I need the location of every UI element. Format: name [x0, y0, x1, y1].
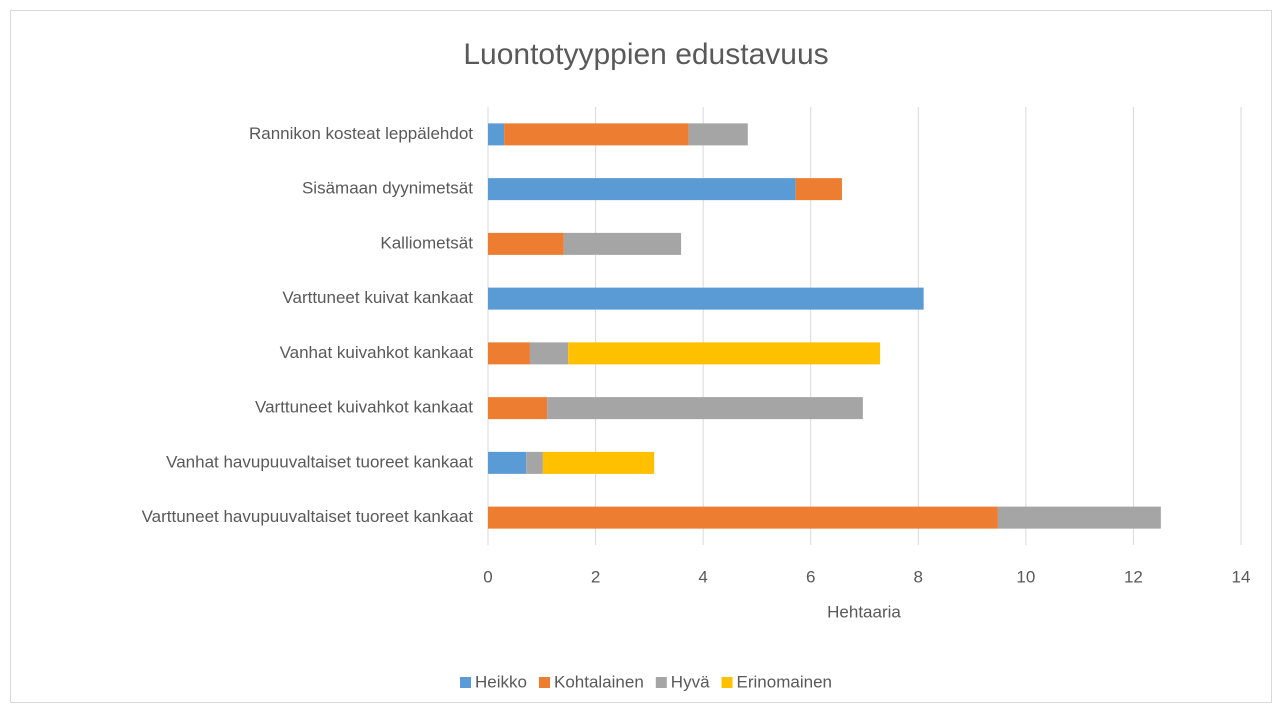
legend-swatch — [460, 677, 472, 688]
bar — [526, 451, 543, 474]
chart-title: Luontotyyppien edustavuus — [463, 38, 828, 71]
bar — [563, 232, 682, 255]
bar — [504, 123, 689, 146]
bar — [488, 506, 998, 529]
y-tick-label: Vanhat kuivahkot kankaat — [280, 343, 474, 362]
bar — [488, 287, 924, 310]
y-tick-label: Vanhat havupuuvaltaiset tuoreet kankaat — [166, 452, 473, 471]
x-tick-label: 14 — [1232, 567, 1251, 586]
y-tick-label: Varttuneet kuivahkot kankaat — [255, 398, 473, 417]
legend-label: Erinomainen — [737, 672, 832, 691]
y-tick-label: Varttuneet havupuuvaltaiset tuoreet kank… — [142, 507, 474, 526]
x-tick-label: 12 — [1124, 567, 1143, 586]
bar — [488, 178, 796, 201]
bar — [488, 342, 530, 365]
bar — [997, 506, 1161, 529]
x-tick-label: 10 — [1016, 567, 1035, 586]
bar — [542, 451, 655, 474]
x-tick-label: 6 — [806, 567, 815, 586]
bar — [529, 342, 569, 365]
legend-label: Kohtalainen — [554, 672, 644, 691]
legend-swatch — [655, 677, 667, 688]
x-tick-label: 0 — [483, 567, 492, 586]
bar — [488, 397, 548, 420]
x-tick-label: 4 — [698, 567, 707, 586]
y-tick-label: Kalliometsät — [380, 233, 473, 252]
bar — [488, 451, 527, 474]
bar — [795, 178, 842, 201]
legend-swatch — [721, 677, 733, 688]
x-tick-label: 2 — [591, 567, 600, 586]
y-tick-label: Rannikon kosteat leppälehdot — [249, 124, 473, 143]
bar — [568, 342, 881, 365]
x-tick-label: 8 — [914, 567, 923, 586]
legend-swatch — [538, 677, 550, 688]
bar — [488, 123, 505, 146]
legend-label: Hyvä — [671, 672, 710, 691]
y-tick-label: Sisämaan dyynimetsät — [302, 179, 473, 198]
bar — [547, 397, 863, 420]
legend-label: Heikko — [475, 672, 527, 691]
y-tick-label: Varttuneet kuivat kankaat — [282, 288, 473, 307]
bar — [488, 232, 564, 255]
bar — [688, 123, 748, 146]
x-axis-title: Hehtaaria — [827, 602, 901, 621]
